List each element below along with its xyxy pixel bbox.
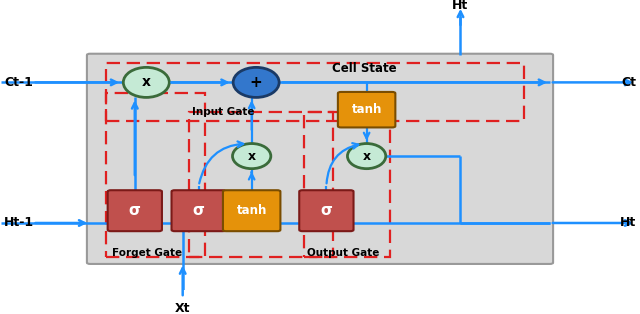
Text: Ct: Ct (621, 76, 636, 89)
FancyBboxPatch shape (87, 54, 553, 264)
Text: tanh: tanh (351, 103, 382, 116)
Text: Xt: Xt (175, 302, 191, 314)
FancyBboxPatch shape (338, 92, 396, 127)
Text: x: x (142, 75, 151, 89)
Text: Ht-1: Ht-1 (4, 216, 34, 230)
FancyBboxPatch shape (108, 190, 162, 231)
Text: tanh: tanh (237, 204, 267, 217)
Text: Forget Gate: Forget Gate (113, 248, 182, 258)
Text: Ht: Ht (620, 216, 636, 230)
Ellipse shape (232, 143, 271, 169)
Ellipse shape (124, 68, 170, 97)
Text: σ: σ (193, 203, 205, 218)
Ellipse shape (233, 68, 279, 97)
Text: Cell State: Cell State (332, 62, 397, 75)
Text: σ: σ (321, 203, 332, 218)
FancyBboxPatch shape (300, 190, 353, 231)
FancyBboxPatch shape (172, 190, 226, 231)
Ellipse shape (348, 143, 386, 169)
FancyBboxPatch shape (223, 190, 280, 231)
Text: x: x (248, 149, 256, 163)
Text: Ct-1: Ct-1 (4, 76, 33, 89)
Text: +: + (250, 75, 262, 90)
Text: Input Gate: Input Gate (192, 106, 255, 116)
Text: x: x (362, 149, 371, 163)
Text: Ht: Ht (452, 0, 468, 13)
Text: σ: σ (129, 203, 141, 218)
Text: Output Gate: Output Gate (307, 248, 380, 258)
